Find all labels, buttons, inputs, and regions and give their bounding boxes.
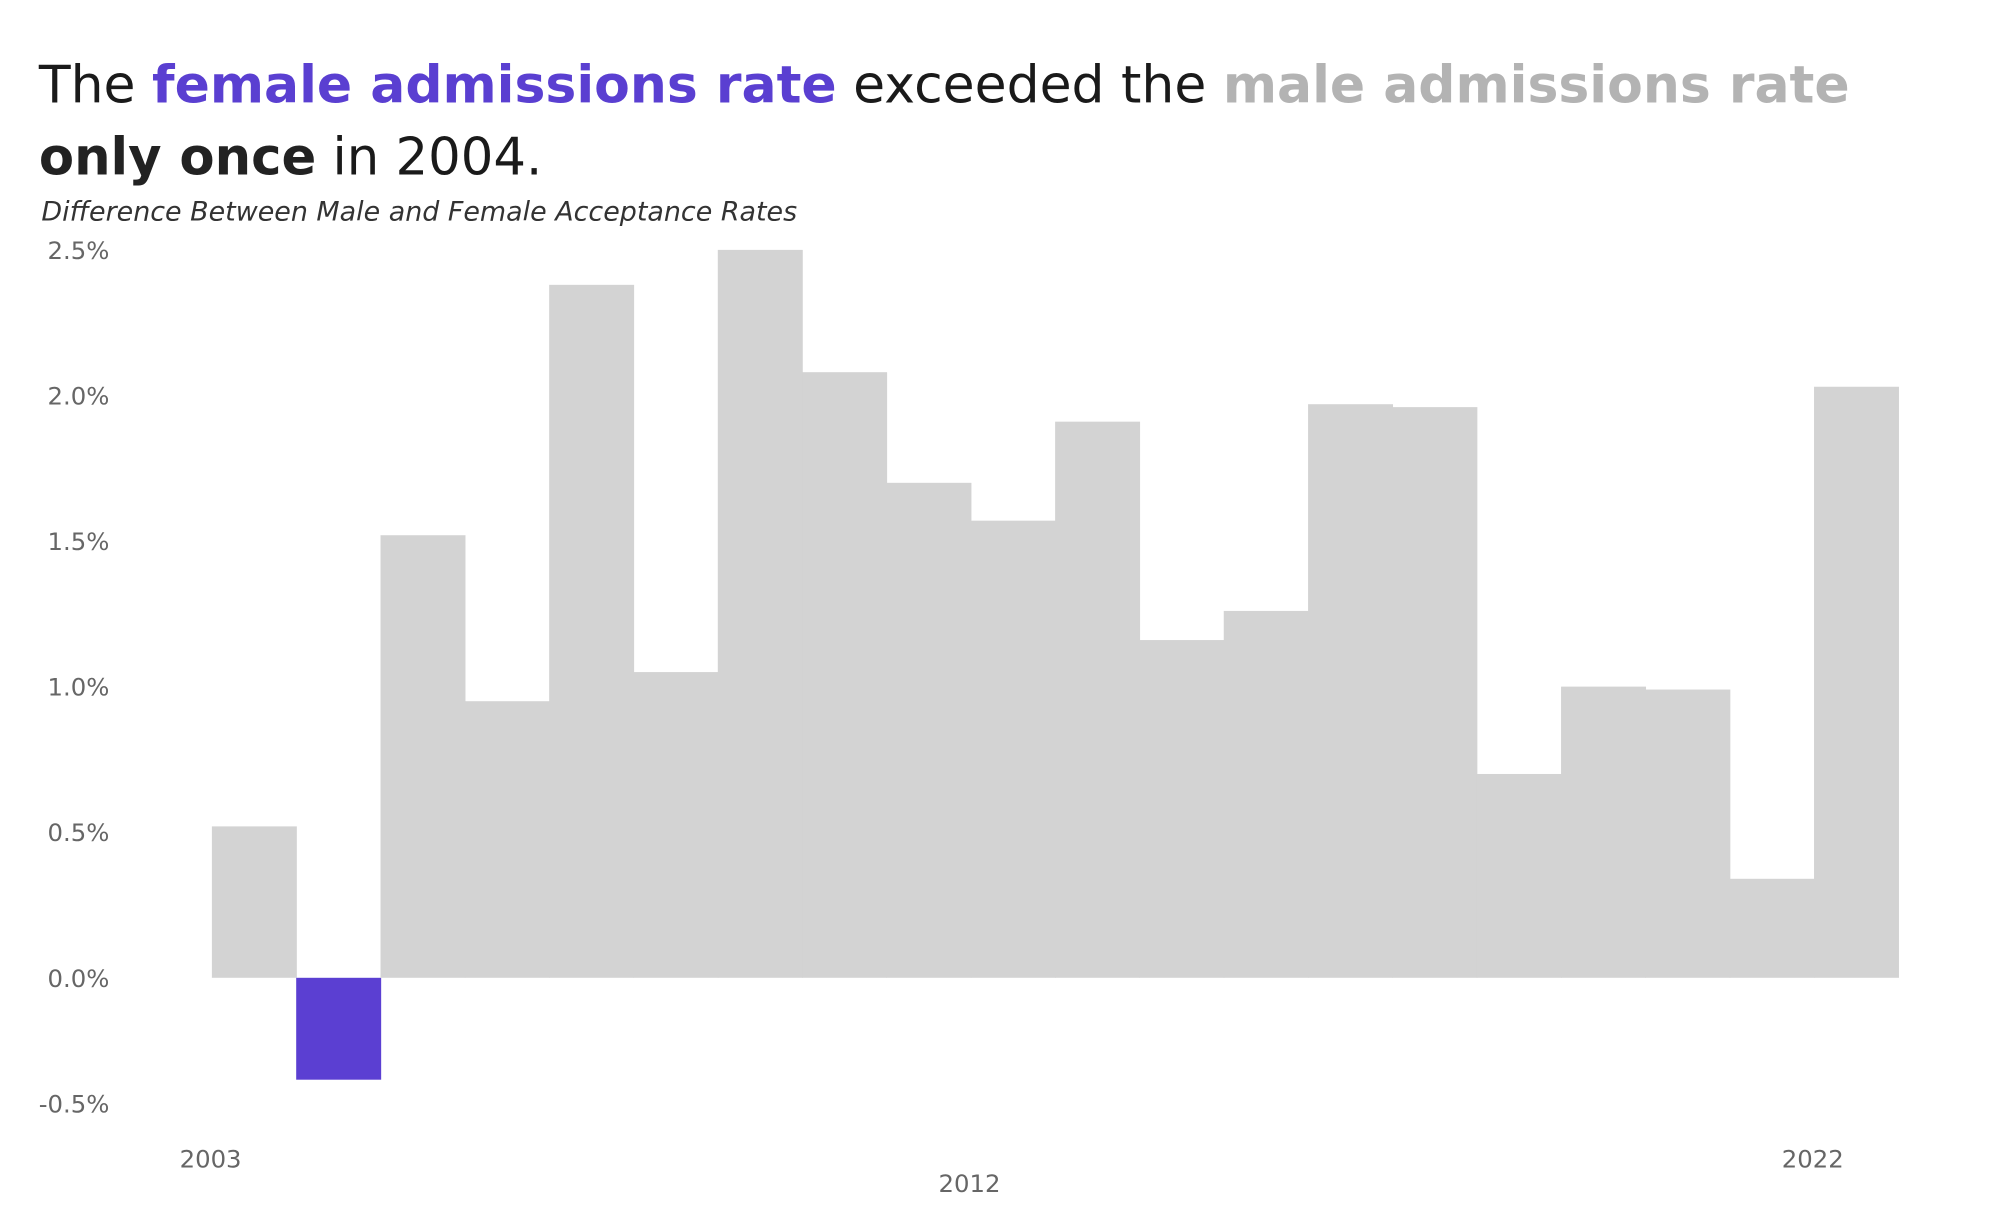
bar-2007 [549, 284, 635, 978]
y-tick-label: 1.5% [48, 527, 110, 556]
x-tick-label: 2012 [939, 1169, 1001, 1198]
bar-2011 [886, 482, 972, 978]
y-tick-label: 1.0% [48, 673, 110, 702]
bar-2003 [211, 826, 297, 978]
title-segment: in 2004. [316, 127, 542, 187]
bar-2005 [380, 535, 466, 978]
bar-2015 [1223, 610, 1309, 978]
bar-2016 [1308, 404, 1394, 978]
bar-2022 [1814, 386, 1899, 978]
bars [211, 249, 1899, 1080]
x-tick-label: 2003 [180, 1144, 242, 1173]
bar-2021 [1729, 878, 1815, 978]
title-segment: The [38, 56, 152, 116]
x-axis-ticks: 2003 2012 2022 [180, 1144, 1844, 1197]
title-segment: female admissions rate [152, 56, 837, 116]
y-axis-ticks: 2.5% 2.0% 1.5% 1.0% 0.5% 0.0% -0.5% [39, 236, 110, 1118]
y-tick-label: 2.5% [48, 236, 110, 265]
bar-2014 [1139, 640, 1225, 978]
x-tick-label: 2022 [1782, 1144, 1844, 1173]
bar-2019 [1561, 686, 1647, 978]
title-segment: male admissions rate [1223, 56, 1850, 116]
bar-2013 [1055, 421, 1141, 978]
bar-2017 [1392, 407, 1478, 978]
y-tick-label: 0.5% [48, 818, 110, 847]
title-segment: exceeded the [837, 56, 1223, 116]
bar-2010 [802, 372, 888, 978]
y-tick-label: 0.0% [48, 964, 110, 993]
title-segment: only once [39, 127, 316, 187]
bar-2020 [1645, 689, 1731, 978]
bar-2018 [1476, 773, 1562, 978]
bar-2009 [717, 249, 803, 978]
chart-title-line-1: The female admissions rate exceeded the … [38, 56, 1850, 116]
chart-subtitle: Difference Between Male and Female Accep… [41, 196, 797, 227]
bar-2006 [464, 701, 550, 978]
chart-title-line-2: only once in 2004. [39, 127, 542, 187]
bar-2008 [633, 672, 719, 978]
y-tick-label: 2.0% [48, 381, 110, 410]
bar-2004 [296, 977, 382, 1080]
bar-2012 [970, 520, 1056, 978]
y-tick-label: -0.5% [39, 1089, 110, 1118]
